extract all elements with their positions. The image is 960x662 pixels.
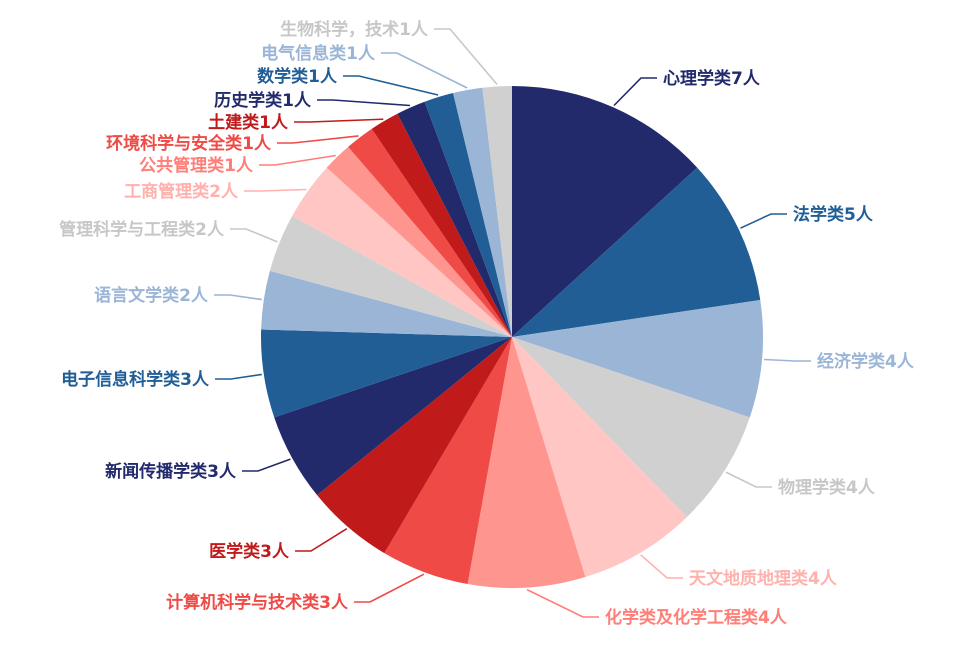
leader-lines — [214, 28, 811, 618]
slice-label: 医学类3人 — [209, 541, 290, 562]
leader-line — [259, 154, 336, 166]
slice-label: 土建类1人 — [208, 112, 289, 133]
pie-slice — [348, 128, 512, 337]
slice-label: 生物科学，技术1人 — [280, 19, 429, 40]
pie-slice — [512, 167, 761, 337]
pie-slice — [292, 167, 512, 337]
leader-line — [354, 573, 425, 603]
slice-label: 新闻传播学类3人 — [105, 461, 237, 482]
pie-slice — [453, 87, 512, 337]
slice-label: 公共管理类1人 — [139, 155, 254, 176]
slice-label: 计算机科学与技术类3人 — [166, 592, 349, 613]
slice-label: 工商管理类2人 — [124, 181, 239, 202]
leader-line — [526, 588, 599, 618]
leader-line — [295, 528, 348, 552]
pie-slice — [317, 337, 512, 554]
leader-line — [230, 228, 278, 243]
slice-labels: 心理学类7人法学类5人经济学类4人物理学类4人天文地质地理类4人化学类及化学工程… — [59, 19, 915, 628]
pie-slice — [261, 270, 512, 337]
pie-slice — [512, 337, 750, 518]
leader-line — [763, 358, 811, 362]
pie-slice — [482, 86, 512, 337]
slice-label: 电气信息类1人 — [261, 43, 376, 64]
leader-line — [214, 294, 262, 301]
slice-label: 数学类1人 — [257, 66, 338, 87]
leader-line — [381, 52, 468, 89]
leader-line — [294, 118, 384, 123]
pie-slice — [260, 329, 512, 418]
leader-line — [277, 135, 359, 144]
pie-slice — [384, 337, 512, 585]
slice-label: 经济学类4人 — [817, 351, 915, 372]
slice-label: 电子信息科学类3人 — [61, 369, 210, 390]
slice-label: 管理科学与工程类2人 — [59, 219, 225, 240]
pie-slices — [260, 86, 764, 589]
leader-line — [244, 188, 307, 192]
slice-label: 心理学类7人 — [663, 68, 761, 89]
pie-slice — [512, 86, 698, 337]
pie-slice — [274, 337, 512, 496]
leader-line — [317, 99, 411, 107]
slice-label: 环境科学与安全类1人 — [106, 133, 272, 154]
slice-label: 天文地质地理类4人 — [689, 568, 838, 589]
pie-slice — [512, 337, 687, 578]
pie-slice — [397, 101, 512, 338]
leader-line — [215, 373, 262, 380]
pie-slice — [512, 299, 764, 418]
leader-line — [434, 28, 498, 85]
slice-label: 历史学类1人 — [214, 90, 312, 111]
leader-line — [740, 213, 787, 229]
slice-label: 化学类及化学工程类4人 — [605, 607, 788, 628]
slice-label: 物理学类4人 — [778, 477, 876, 498]
leader-line — [242, 458, 291, 472]
slice-label: 语言文学类2人 — [94, 285, 209, 306]
leader-line — [613, 77, 657, 107]
slice-label: 法学类5人 — [793, 204, 874, 225]
pie-slice — [269, 215, 512, 337]
pie-slice — [424, 93, 512, 338]
leader-line — [343, 75, 439, 96]
leader-line — [725, 471, 772, 488]
pie-slice — [371, 113, 512, 337]
pie-slice — [326, 146, 512, 337]
leader-line — [640, 554, 683, 579]
pie-slice — [467, 337, 586, 589]
